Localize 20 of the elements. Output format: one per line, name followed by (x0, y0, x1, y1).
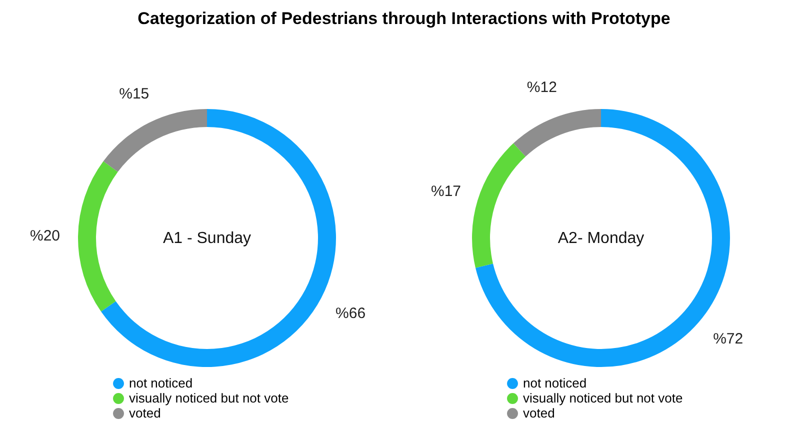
donut-slice (513, 109, 601, 157)
text: A2- Monday (558, 230, 644, 247)
data-label: %17 (431, 182, 462, 200)
legend-label: not noticed (523, 376, 587, 390)
legend-label: voted (129, 406, 161, 420)
text: Categorization of Pedestrians through Interactions with Prototype (138, 9, 670, 28)
data-label: %66 (336, 305, 366, 322)
text: A1 - Sunday (162, 230, 252, 247)
data-label: %20 (30, 227, 60, 244)
data-label: %15 (119, 85, 150, 102)
legend-label: visually noticed but not vote (523, 390, 683, 406)
donut-slice (103, 109, 207, 172)
donut-slice (472, 143, 526, 268)
legend-label: visually noticed but not vote (129, 390, 289, 406)
legend-label: not noticed (129, 376, 193, 390)
data-label: %72 (713, 330, 744, 348)
donut-slice (101, 109, 336, 367)
data-label: %12 (526, 79, 557, 96)
legend-label: voted (523, 406, 555, 420)
donut-slice (78, 161, 118, 312)
